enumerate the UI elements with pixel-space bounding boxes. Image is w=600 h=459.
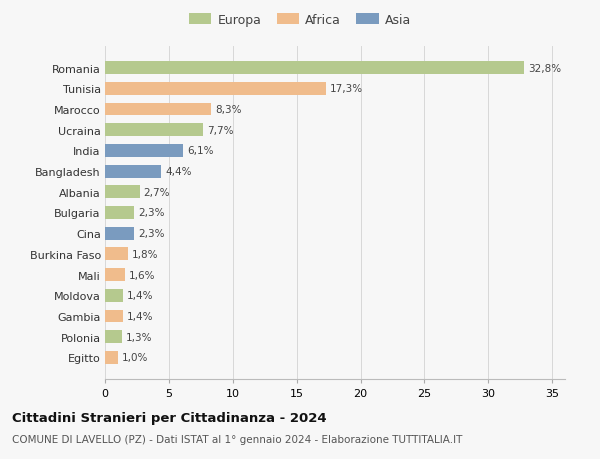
Text: 6,1%: 6,1% — [187, 146, 213, 156]
Text: Cittadini Stranieri per Cittadinanza - 2024: Cittadini Stranieri per Cittadinanza - 2… — [12, 411, 326, 424]
Bar — [105, 269, 125, 281]
Bar — [105, 103, 211, 116]
Text: 4,4%: 4,4% — [165, 167, 191, 177]
Text: 1,4%: 1,4% — [127, 291, 153, 301]
Text: 1,8%: 1,8% — [132, 249, 158, 259]
Text: 32,8%: 32,8% — [528, 63, 561, 73]
Text: 2,3%: 2,3% — [138, 208, 165, 218]
Text: 7,7%: 7,7% — [207, 125, 234, 135]
Bar — [105, 62, 524, 75]
Bar — [105, 248, 128, 261]
Bar — [105, 207, 134, 219]
Text: 1,3%: 1,3% — [125, 332, 152, 342]
Bar — [105, 124, 203, 137]
Bar — [105, 83, 326, 95]
Legend: Europa, Africa, Asia: Europa, Africa, Asia — [184, 9, 416, 32]
Bar — [105, 330, 122, 343]
Bar — [105, 310, 123, 323]
Text: 8,3%: 8,3% — [215, 105, 241, 115]
Bar — [105, 227, 134, 240]
Text: 1,6%: 1,6% — [129, 270, 156, 280]
Text: 1,4%: 1,4% — [127, 311, 153, 321]
Bar — [105, 165, 161, 178]
Bar — [105, 186, 139, 199]
Bar — [105, 145, 183, 157]
Bar — [105, 351, 118, 364]
Text: 1,0%: 1,0% — [122, 353, 148, 363]
Text: 17,3%: 17,3% — [330, 84, 363, 94]
Text: 2,3%: 2,3% — [138, 229, 165, 239]
Text: COMUNE DI LAVELLO (PZ) - Dati ISTAT al 1° gennaio 2024 - Elaborazione TUTTITALIA: COMUNE DI LAVELLO (PZ) - Dati ISTAT al 1… — [12, 434, 463, 444]
Text: 2,7%: 2,7% — [143, 187, 170, 197]
Bar — [105, 289, 123, 302]
